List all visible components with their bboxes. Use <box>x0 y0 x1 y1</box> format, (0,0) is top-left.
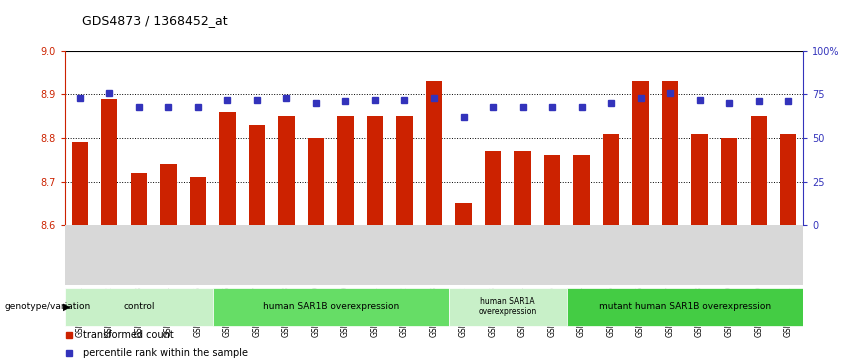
Bar <box>131 173 147 225</box>
Bar <box>308 138 324 225</box>
Bar <box>367 116 383 225</box>
Text: GDS4873 / 1368452_at: GDS4873 / 1368452_at <box>82 15 228 28</box>
Bar <box>692 134 707 225</box>
Bar <box>72 142 88 225</box>
Bar <box>574 155 589 225</box>
Bar <box>780 134 796 225</box>
Bar <box>249 125 265 225</box>
Bar <box>515 151 530 225</box>
Text: human SAR1B overexpression: human SAR1B overexpression <box>263 302 398 311</box>
Bar <box>338 116 353 225</box>
Bar <box>161 164 176 225</box>
Text: genotype/variation: genotype/variation <box>4 302 90 311</box>
Bar <box>65 287 213 326</box>
Text: ▶: ▶ <box>63 302 71 312</box>
Text: mutant human SAR1B overexpression: mutant human SAR1B overexpression <box>599 302 771 311</box>
Bar <box>426 81 442 225</box>
Bar <box>449 287 567 326</box>
Text: percentile rank within the sample: percentile rank within the sample <box>82 348 247 358</box>
Bar <box>662 81 678 225</box>
Bar <box>220 112 235 225</box>
Text: human SAR1A
overexpression: human SAR1A overexpression <box>478 297 537 317</box>
Bar <box>544 155 560 225</box>
Bar <box>456 203 471 225</box>
Bar <box>279 116 294 225</box>
Bar <box>190 177 206 225</box>
Bar <box>751 116 766 225</box>
Bar <box>603 134 619 225</box>
Bar <box>721 138 737 225</box>
Bar <box>397 116 412 225</box>
Bar <box>633 81 648 225</box>
Bar <box>485 151 501 225</box>
Bar <box>213 287 449 326</box>
Text: transformed count: transformed count <box>82 330 174 340</box>
Text: control: control <box>123 302 155 311</box>
Bar <box>567 287 803 326</box>
Bar <box>102 99 117 225</box>
